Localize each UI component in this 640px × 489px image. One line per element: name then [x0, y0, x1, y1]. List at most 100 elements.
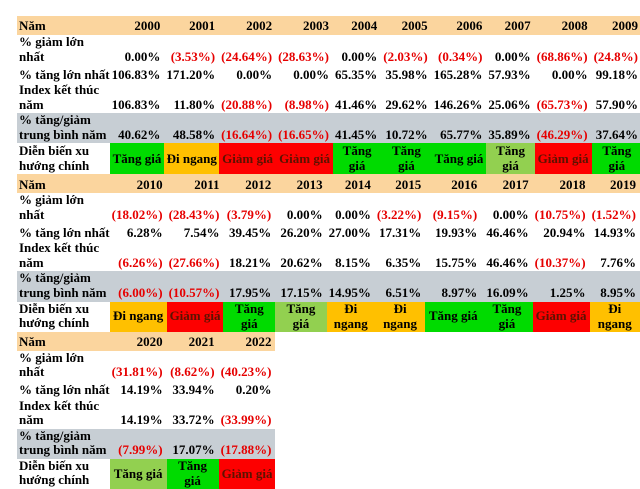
value-cell: 10.72% — [381, 113, 432, 144]
year-header-cell: 2005 — [381, 16, 432, 35]
year-header-row: Năm 2020 2021 2022 — [17, 331, 276, 351]
decade-table-2020s: Năm 2020 2021 2022% giảm lớn nhất (31.81%) (8… — [17, 331, 276, 489]
value-cell: 7.76% — [600, 254, 636, 270]
value-cell: 35.89% — [486, 113, 535, 144]
value-cell: 8.97% — [425, 271, 482, 302]
data-row-avg-change: % tăng/giảm trung bình năm 40.62% 48.58% (1… — [17, 112, 640, 144]
value-cell: 0.00% — [551, 66, 588, 82]
value-cell: (10.75%) — [534, 206, 586, 222]
year-header-cell: 2010 — [109, 174, 167, 194]
trend-cell: Đi ngang — [326, 301, 375, 332]
value-cell: 17.07% — [166, 428, 219, 459]
data-row-year-end-index: Index kết thúc năm 14.19% 33.72% (33.99%) — [17, 397, 275, 429]
row-label-max-decline: % giảm lớn nhất — [19, 349, 84, 380]
year-header-cell: 2008 — [534, 16, 592, 35]
value-cell: 14.19% — [120, 412, 163, 428]
value-cell: 35.98% — [385, 66, 428, 82]
data-row-avg-change: % tăng/giảm trung bình năm (7.99%) 17.07%(… — [17, 428, 276, 459]
value-cell: 8.15% — [335, 254, 371, 270]
trend-cell: Giảm giá — [532, 301, 590, 332]
year-header-row: Năm 2010 2011 2012 2013 2014 2015 2016 2017 2018 2… — [17, 174, 640, 194]
row-label-max-gain: % tăng lớn nhất — [19, 66, 110, 82]
value-cell: 15.75% — [434, 254, 478, 270]
year-header-cell: 2021 — [166, 331, 219, 351]
trend-cell: Đi ngang — [589, 301, 640, 332]
value-cell: (9.15%) — [432, 206, 478, 222]
value-cell: 0.00% — [335, 206, 371, 222]
year-header-cell: 2015 — [374, 174, 426, 194]
decade-table-2000s: Năm 2000 2001 2002 2003 2004 2005 2006 2007 2008 2… — [17, 16, 640, 175]
value-cell: (24.8%) — [593, 48, 638, 64]
value-cell: 20.94% — [543, 224, 586, 240]
row-label-max-gain: % tăng lớn nhất — [19, 382, 110, 398]
value-cell: 0.00% — [124, 48, 161, 64]
value-cell: 8.95% — [589, 271, 640, 302]
year-header-cell: 2004 — [332, 16, 382, 35]
row-label-main-trend: Diễn biến xu hướng chính — [19, 143, 90, 173]
value-cell: 19.93% — [434, 224, 478, 240]
value-cell: 18.21% — [228, 254, 272, 270]
year-header-cell: 2017 — [481, 174, 533, 194]
row-label-max-decline: % giảm lớn nhất — [19, 34, 84, 64]
trend-cell: Tăng giá — [425, 301, 482, 332]
value-cell: 20.62% — [280, 254, 323, 270]
data-row-avg-change: % tăng/giảm trung bình năm (6.00%) (10.57%… — [17, 271, 640, 302]
value-cell: 165.28% — [433, 66, 483, 82]
row-label-avg-change: % tăng/giảm trung bình năm — [17, 428, 110, 459]
value-cell: 0.00% — [236, 66, 273, 82]
value-cell: 7.54% — [183, 224, 220, 240]
year-header-cell: 2018 — [532, 174, 590, 194]
trend-cell: Giảm giá — [534, 143, 592, 175]
trend-cell: Tăng giá — [166, 459, 219, 489]
year-header-cell: 2013 — [275, 174, 327, 194]
value-cell: 0.00% — [492, 206, 529, 222]
trend-cell: Tăng giá — [591, 143, 640, 175]
value-cell: 6.35% — [385, 254, 422, 270]
value-cell: (16.65%) — [276, 113, 333, 144]
value-cell: (46.29%) — [534, 113, 592, 144]
trend-cell: Tăng giá — [275, 301, 327, 332]
trend-cell: Giảm giá — [219, 143, 277, 175]
row-label-max-decline: % giảm lớn nhất — [19, 192, 84, 222]
year-header-cell: 2011 — [166, 174, 224, 194]
data-row-max-gain: % tăng lớn nhất 106.83% 171.20% 0.00% 0.00% 6… — [17, 65, 640, 83]
row-label-year: Năm — [17, 331, 110, 351]
value-cell: (18.02%) — [111, 206, 163, 222]
value-cell: 0.00% — [286, 206, 323, 222]
year-header-cell: 2012 — [223, 174, 276, 194]
row-label-year-end-index: Index kết thúc năm — [19, 397, 100, 428]
value-cell: (27.66%) — [168, 254, 220, 270]
value-cell: 41.45% — [332, 113, 382, 144]
trend-row: Diễn biến xu hướng chính Tăng giá Tăng giá… — [17, 458, 276, 489]
value-cell: (17.88%) — [218, 428, 276, 459]
value-cell: 46.46% — [486, 224, 529, 240]
value-cell: (28.63%) — [278, 48, 329, 64]
value-cell: 1.25% — [532, 271, 590, 302]
data-row-max-gain: % tăng lớn nhất 6.28% 7.54% 39.45% 26.20% 27.… — [17, 223, 640, 241]
value-cell: 106.83% — [111, 96, 161, 112]
year-header-cell: 2016 — [425, 174, 482, 194]
trend-cell: Tăng giá — [431, 143, 487, 175]
value-cell: (20.88%) — [221, 96, 273, 112]
value-cell: 0.20% — [235, 382, 272, 398]
value-cell: 17.95% — [223, 271, 276, 302]
value-cell: 27.00% — [328, 224, 371, 240]
year-header-cell: 2007 — [486, 16, 535, 35]
value-cell: (3.22%) — [376, 206, 422, 222]
value-cell: (8.62%) — [170, 364, 215, 380]
value-cell: (6.00%) — [109, 271, 167, 302]
trend-cell: Tăng giá — [109, 143, 165, 175]
year-header-cell: 2003 — [276, 16, 333, 35]
value-cell: (6.26%) — [118, 254, 163, 270]
trend-row: Diễn biến xu hướng chính Đi ngang Giảm giá… — [17, 301, 640, 332]
value-cell: (8.98%) — [284, 96, 329, 112]
value-cell: 37.64% — [591, 113, 640, 144]
value-cell: 0.00% — [494, 48, 531, 64]
year-header-cell: 2000 — [109, 16, 165, 35]
trend-cell: Đi ngang — [374, 301, 426, 332]
value-cell: 11.80% — [173, 96, 216, 112]
trend-cell: Giảm giá — [218, 458, 276, 489]
value-cell: 14.19% — [120, 382, 163, 398]
decade-table-2010s: Năm 2010 2011 2012 2013 2014 2015 2016 2017 2018 2… — [17, 174, 640, 332]
